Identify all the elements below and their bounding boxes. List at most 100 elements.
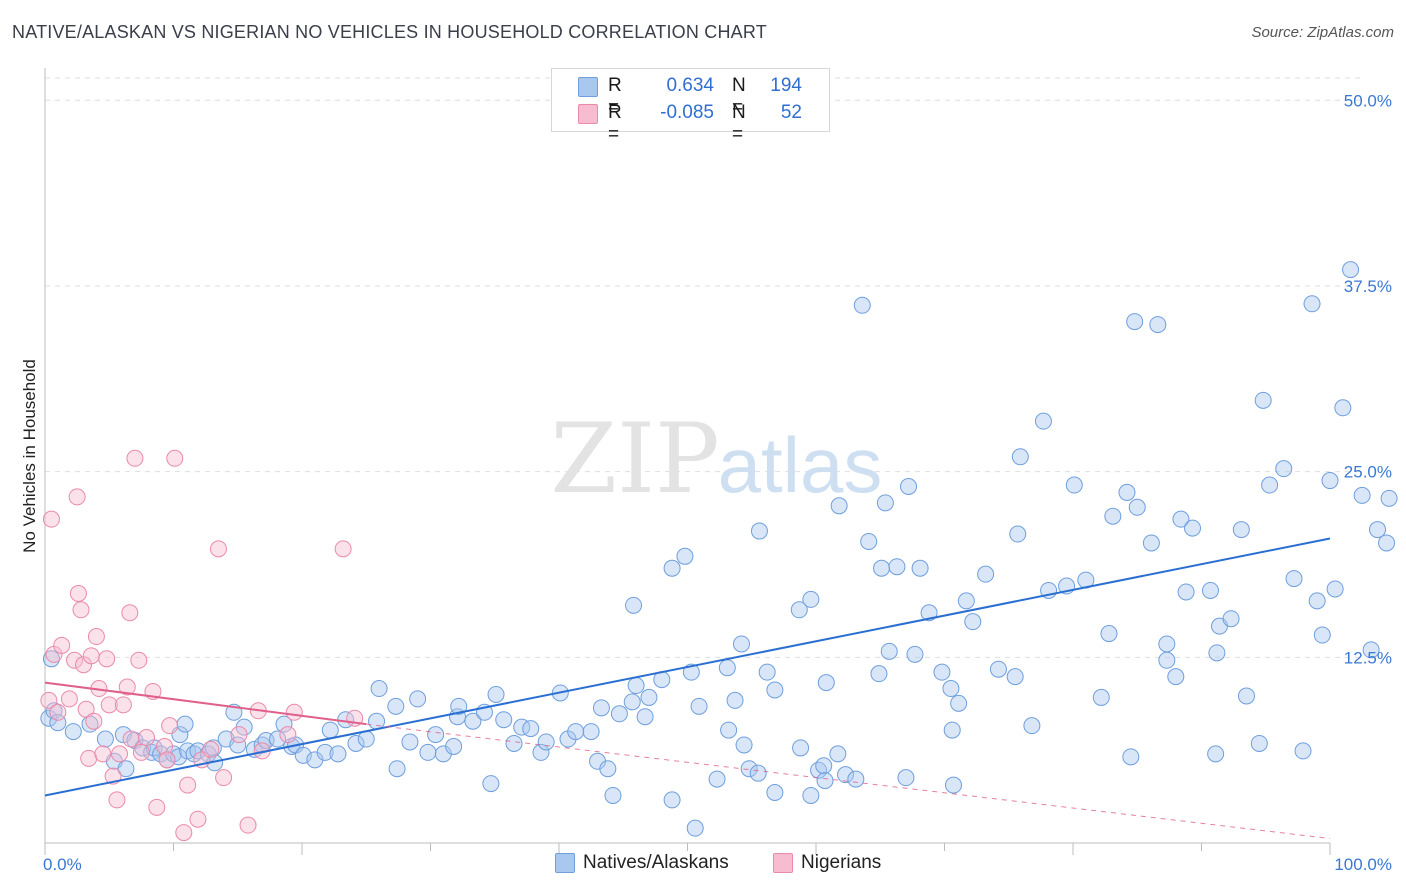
data-point-natives	[950, 694, 968, 712]
data-point-nigerians	[49, 703, 67, 721]
data-point-natives	[682, 663, 700, 681]
data-point-natives	[1313, 626, 1331, 644]
data-point-natives	[1208, 644, 1226, 662]
correlation-legend: R = 0.634 N = 194 R = -0.085 N = 52	[551, 68, 830, 145]
data-point-natives	[740, 760, 758, 778]
data-point-natives	[853, 296, 871, 314]
data-point-nigerians	[94, 745, 112, 763]
data-point-natives	[906, 645, 924, 663]
data-point-nigerians	[179, 776, 197, 794]
data-point-natives	[815, 757, 833, 775]
data-point-natives	[1285, 570, 1303, 588]
data-point-natives	[387, 697, 405, 715]
data-point-natives	[810, 761, 828, 779]
legend-r-value: -0.085	[660, 102, 714, 123]
data-point-nigerians	[132, 743, 150, 761]
data-point-nigerians	[334, 540, 352, 558]
legend-n-value: 194	[770, 75, 802, 96]
data-point-nigerians	[111, 745, 129, 763]
data-point-natives	[1254, 391, 1272, 409]
data-point-natives	[96, 730, 114, 748]
data-point-natives	[1167, 668, 1185, 686]
data-point-natives	[732, 635, 750, 653]
legend-r-label: R =	[608, 75, 622, 118]
y-tick-label: 12.5%	[1344, 648, 1392, 667]
data-point-natives	[829, 745, 847, 763]
data-point-nigerians	[121, 604, 139, 622]
data-point-natives	[1118, 483, 1136, 501]
data-point-natives	[888, 558, 906, 576]
chart-title: NATIVE/ALASKAN VS NIGERIAN NO VEHICLES I…	[12, 22, 767, 42]
data-point-natives	[942, 680, 960, 698]
data-point-natives	[686, 819, 704, 837]
data-point-natives	[897, 769, 915, 787]
data-point-natives	[880, 642, 898, 660]
data-point-natives	[766, 783, 784, 801]
data-point-natives	[1369, 521, 1387, 539]
data-point-natives	[964, 613, 982, 631]
data-point-natives	[750, 522, 768, 540]
data-point-natives	[1275, 460, 1293, 478]
trend-line-nigerians	[44, 681, 367, 726]
data-point-nigerians	[230, 726, 248, 744]
data-point-natives	[640, 688, 658, 706]
data-point-natives	[532, 743, 550, 761]
data-point-natives	[567, 723, 585, 741]
data-point-natives	[1158, 651, 1176, 669]
data-point-natives	[989, 660, 1007, 678]
data-point-natives	[1158, 635, 1176, 653]
data-point-natives	[204, 739, 222, 757]
data-point-natives	[1232, 521, 1250, 539]
axes	[44, 68, 1331, 855]
data-point-nigerians	[279, 726, 297, 744]
data-point-natives	[275, 715, 293, 733]
legend-r-value: 0.634	[666, 75, 714, 96]
data-point-nigerians	[285, 703, 303, 721]
data-point-natives	[1294, 742, 1312, 760]
data-point-natives	[627, 677, 645, 695]
data-point-natives	[1222, 610, 1240, 628]
data-point-natives	[1326, 580, 1344, 598]
data-point-natives	[1303, 295, 1321, 313]
data-point-nigerians	[158, 751, 176, 769]
legend-label-nigerians: Nigerians	[801, 852, 882, 873]
data-point-natives	[599, 760, 617, 778]
legend-n-label: N =	[732, 102, 746, 145]
data-point-nigerians	[100, 696, 118, 714]
legend-swatch-natives	[555, 853, 575, 873]
data-point-natives	[817, 674, 835, 692]
data-point-natives	[522, 720, 540, 738]
data-point-nigerians	[85, 712, 103, 730]
data-point-natives	[802, 590, 820, 608]
data-point-nigerians	[166, 449, 184, 467]
data-point-natives	[610, 705, 628, 723]
data-point-natives	[165, 745, 182, 763]
data-point-nigerians	[189, 810, 207, 828]
data-point-natives	[943, 721, 961, 739]
data-point-natives	[1006, 668, 1024, 686]
data-point-natives	[1378, 534, 1396, 552]
data-point-natives	[269, 730, 287, 748]
legend-swatch-natives	[578, 77, 598, 97]
data-point-nigerians	[202, 740, 220, 758]
data-point-natives	[370, 680, 388, 698]
trend-line-nigerians-extended	[366, 723, 1331, 840]
data-point-natives	[321, 721, 339, 739]
data-point-natives	[42, 650, 60, 668]
data-point-natives	[920, 604, 938, 622]
data-point-natives	[944, 776, 962, 794]
data-point-natives	[977, 565, 995, 583]
data-point-natives	[1149, 316, 1167, 334]
data-point-nigerians	[215, 769, 233, 787]
series-nigerians	[40, 449, 364, 842]
data-point-natives	[1201, 581, 1219, 599]
data-point-natives	[900, 477, 918, 495]
data-point-natives	[604, 786, 622, 804]
data-point-natives	[445, 737, 463, 755]
data-point-nigerians	[66, 651, 84, 669]
data-point-natives	[592, 699, 610, 717]
data-point-natives	[860, 532, 878, 550]
data-point-natives	[708, 770, 726, 788]
data-point-natives	[911, 559, 929, 577]
